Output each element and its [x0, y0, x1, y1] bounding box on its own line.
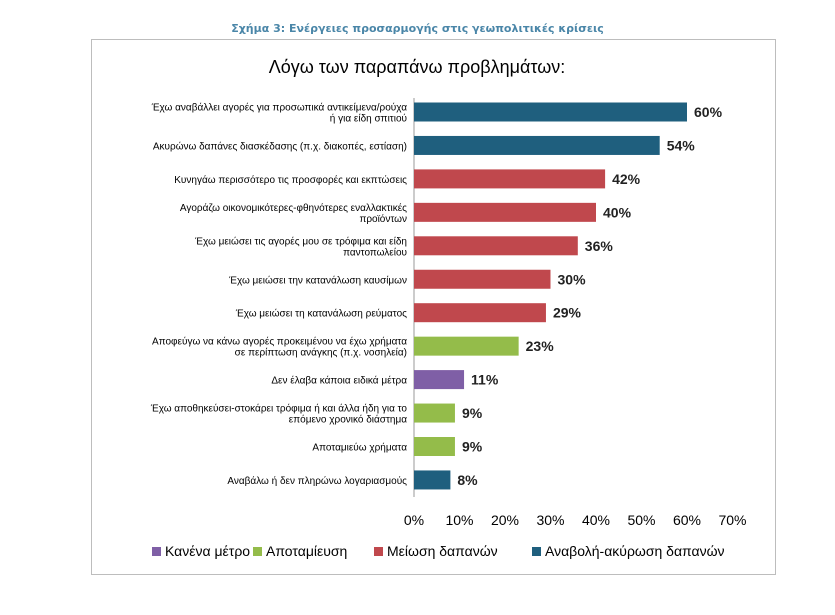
bar-value-label: 40% [603, 204, 632, 220]
category-label: Ακυρώνω δαπάνες διασκέδασης (π.χ. διακοπ… [153, 140, 407, 152]
bar-value-label: 9% [462, 405, 483, 421]
bar [414, 169, 606, 189]
bar [414, 102, 687, 122]
bar-value-label: 54% [667, 137, 696, 153]
category-label: επόμενο χρονικό διάστημα [289, 414, 407, 426]
bar-value-label: 30% [558, 271, 587, 287]
x-tick-label: 0% [404, 512, 424, 528]
category-label: Κυνηγάω περισσότερο τις προσφορές και εκ… [174, 174, 407, 186]
bar-value-label: 36% [585, 238, 614, 254]
category-label: Δεν έλαβα κάποια ειδικά μέτρα [271, 375, 407, 387]
category-label: Έχω μειώσει τη κατανάλωση ρεύματος [235, 308, 407, 320]
bar [414, 470, 451, 490]
category-label: Έχω μειώσει την κατανάλωση καυσίμων [228, 274, 407, 286]
category-label: Έχω αποθηκεύσει-στοκάρει τρόφιμα ή και ά… [150, 403, 408, 415]
chart-title: Λόγω των παραπάνω προβλημάτων: [269, 57, 566, 77]
category-label: Αποφεύγω να κάνω αγορές προκειμένου να έ… [152, 336, 407, 348]
x-tick-label: 40% [582, 512, 610, 528]
bar [414, 269, 551, 289]
bar [414, 403, 455, 423]
bar [414, 303, 546, 323]
chart-frame [91, 39, 776, 575]
category-label: Αποταμιεύω χρήματα [312, 442, 407, 454]
x-tick-label: 20% [491, 512, 519, 528]
category-label: ή για είδη σπιτιού [330, 113, 407, 125]
bar [414, 336, 519, 356]
bar-value-label: 11% [471, 372, 499, 388]
x-tick-label: 10% [445, 512, 473, 528]
legend-item-label: Αποταμίευση [266, 543, 347, 559]
legend-item-label: Κανένα μέτρο [165, 543, 250, 559]
x-tick-label: 60% [673, 512, 701, 528]
bar [414, 135, 660, 155]
bar-value-label: 23% [526, 338, 555, 354]
category-label: Αγοράζω οικονομικότερες-φθηνότερες εναλλ… [180, 202, 407, 214]
x-tick-label: 50% [627, 512, 655, 528]
bar [414, 202, 596, 222]
legend-swatch [152, 547, 161, 556]
category-label: παντοπωλείου [343, 246, 407, 258]
bar-value-label: 8% [457, 472, 478, 488]
bar-value-label: 9% [462, 439, 483, 455]
legend-swatch [253, 547, 262, 556]
category-label: Έχω αναβάλλει αγορές για προσωπικά αντικ… [151, 102, 407, 114]
bar [414, 370, 465, 390]
bar-value-label: 42% [612, 171, 641, 187]
legend-swatch [532, 547, 541, 556]
category-label: Αναβάλω ή δεν πληρώνω λογαριασμούς [227, 475, 407, 487]
bar-value-label: 29% [553, 305, 582, 321]
x-tick-label: 30% [536, 512, 564, 528]
figure-caption: Σχήμα 3: Ενέργειες προσαρμογής στις γεωπ… [231, 22, 604, 35]
bar-value-label: 60% [694, 104, 723, 120]
legend-swatch [374, 547, 383, 556]
x-tick-label: 70% [718, 512, 746, 528]
bar [414, 236, 578, 256]
category-label: Έχω μειώσει τις αγορές μου σε τρόφιμα κα… [194, 235, 407, 247]
legend-item-label: Μείωση δαπανών [387, 543, 498, 559]
category-label: προϊόντων [359, 213, 407, 225]
category-label: σε περίπτωση ανάγκης (π.χ. νοσηλεία) [235, 347, 407, 359]
legend-item-label: Αναβολή-ακύρωση δαπανών [545, 543, 725, 559]
bar [414, 437, 455, 456]
